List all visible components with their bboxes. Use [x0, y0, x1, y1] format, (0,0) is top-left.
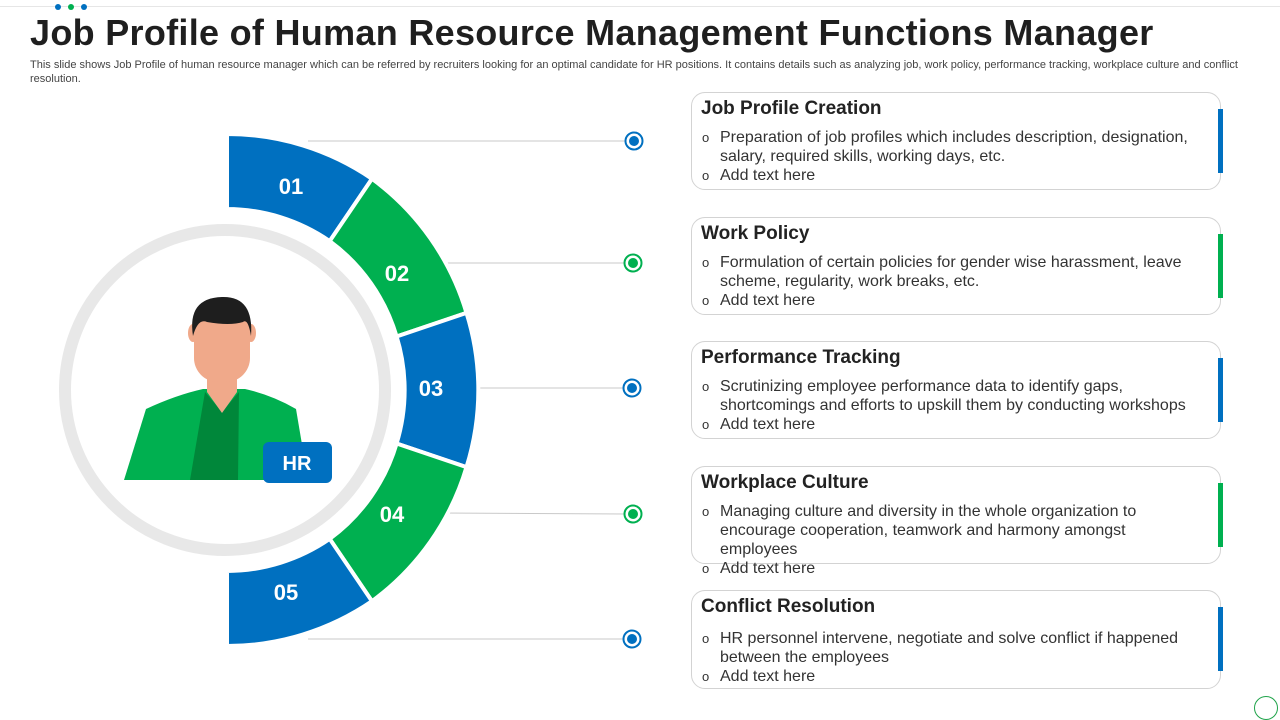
- card-accent-bar: [1218, 358, 1223, 422]
- card-title: Job Profile Creation: [701, 98, 882, 119]
- card-work-policy: Work Policy Formulation of certain polic…: [691, 217, 1223, 315]
- card-bullet: Scrutinizing employee performance data t…: [701, 377, 1201, 415]
- connector-lines: [308, 140, 627, 640]
- segment-number-02: 02: [385, 261, 409, 286]
- top-divider: [0, 6, 1280, 7]
- card-bullet: Add text here: [701, 559, 1201, 578]
- card-accent-bar: [1218, 607, 1223, 671]
- process-wheel: 01 02 03 04 05 HR: [59, 131, 644, 649]
- card-bullets: Scrutinizing employee performance data t…: [701, 377, 1201, 434]
- card-bullets: Preparation of job profiles which includ…: [701, 128, 1201, 185]
- dot-blue-2: [81, 4, 87, 10]
- hr-badge-box: [263, 442, 332, 483]
- marker-04: [623, 504, 643, 524]
- connector-line-04: [439, 512, 627, 515]
- dot-green: [68, 4, 74, 10]
- card-bullet: Add text here: [701, 291, 1201, 310]
- card-accent-bar: [1218, 483, 1223, 547]
- card-bullet: HR personnel intervene, negotiate and so…: [701, 629, 1201, 667]
- card-job-profile-creation: Job Profile Creation Preparation of job …: [691, 92, 1223, 190]
- card-bullets: HR personnel intervene, negotiate and so…: [701, 629, 1201, 686]
- segment-number-01: 01: [279, 174, 303, 199]
- marker-03: [622, 378, 642, 398]
- card-title: Work Policy: [701, 223, 810, 244]
- ring-segments: [225, 131, 481, 649]
- card-title: Performance Tracking: [701, 347, 901, 368]
- segment-05: [225, 536, 375, 649]
- hr-badge-label: HR: [283, 453, 312, 475]
- card-performance-tracking: Performance Tracking Scrutinizing employ…: [691, 341, 1223, 439]
- page-title: Job Profile of Human Resource Management…: [30, 12, 1154, 53]
- page-subtitle: This slide shows Job Profile of human re…: [30, 59, 1238, 85]
- hr-badge: HR: [263, 442, 332, 483]
- card-title: Conflict Resolution: [701, 596, 876, 617]
- segment-number-04: 04: [380, 502, 405, 527]
- corner-circle-icon: [1254, 696, 1278, 720]
- card-accent-bar: [1218, 109, 1223, 173]
- card-bullet: Formulation of certain policies for gend…: [701, 253, 1201, 291]
- connector-markers: [622, 131, 644, 649]
- card-bullets: Formulation of certain policies for gend…: [701, 253, 1201, 310]
- card-accent-bar: [1218, 234, 1223, 298]
- avatar-tie: [190, 392, 239, 480]
- card-bullet: Add text here: [701, 667, 1201, 686]
- marker-05: [622, 629, 642, 649]
- card-bullet: Add text here: [701, 415, 1201, 434]
- card-bullet: Preparation of job profiles which includ…: [701, 128, 1201, 166]
- marker-02: [623, 253, 643, 273]
- card-bullet: Add text here: [701, 166, 1201, 185]
- card-workplace-culture: Workplace Culture Managing culture and d…: [691, 466, 1223, 578]
- segment-number-03: 03: [419, 376, 443, 401]
- card-bullets: Managing culture and diversity in the wh…: [701, 502, 1201, 578]
- businessman-avatar-icon: [124, 296, 308, 480]
- card-bullet: Managing culture and diversity in the wh…: [701, 502, 1201, 559]
- segment-number-05: 05: [274, 580, 298, 605]
- dot-blue: [55, 4, 61, 10]
- card-conflict-resolution: Conflict Resolution HR personnel interve…: [691, 590, 1223, 689]
- card-title: Workplace Culture: [701, 472, 869, 493]
- decorative-dots: [55, 4, 87, 10]
- avatar-hair: [192, 296, 252, 336]
- marker-01: [624, 131, 644, 151]
